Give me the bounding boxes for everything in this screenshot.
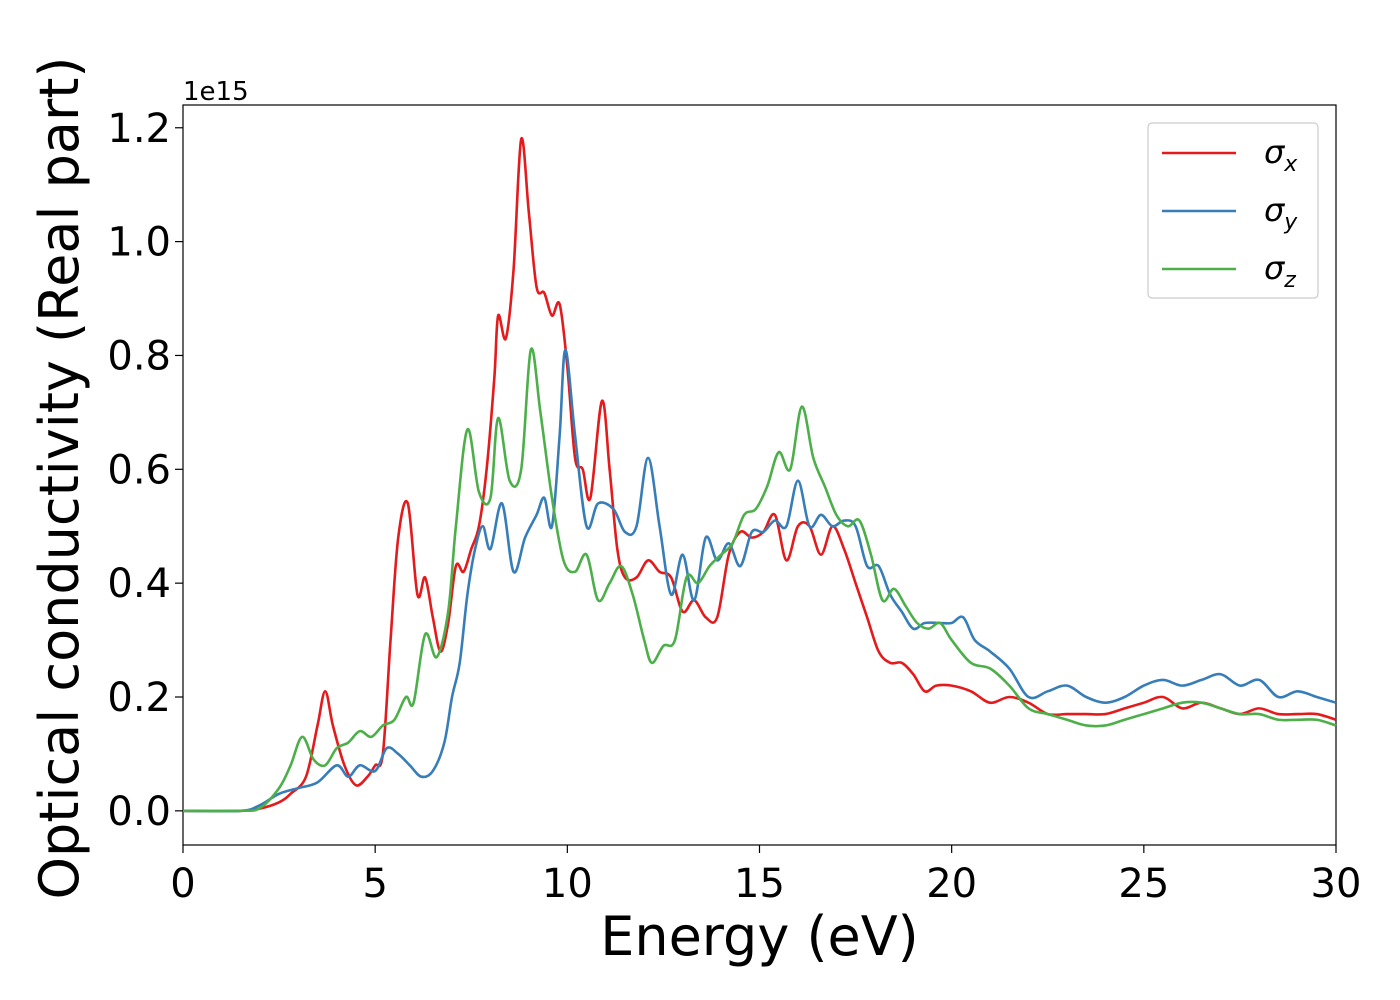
y-tick-label: 0.6 (107, 447, 171, 493)
x-tick-label: 30 (1311, 861, 1362, 907)
x-tick-label: 5 (362, 861, 387, 907)
x-tick-label: 25 (1118, 861, 1169, 907)
y-axis-title: Optical conductivity (Real part) (28, 57, 91, 900)
y-axis: 0.0 0.2 0.4 0.6 0.8 1.0 1.2 (107, 106, 183, 835)
y-offset-label: 1e15 (183, 77, 249, 107)
y-tick-label: 1.2 (107, 106, 171, 152)
y-tick-label: 1.0 (107, 220, 171, 266)
y-tick-label: 0.0 (107, 789, 171, 835)
x-axis: 0 5 10 15 20 25 30 (170, 845, 1361, 907)
x-axis-title: Energy (eV) (600, 905, 919, 968)
y-tick-label: 0.8 (107, 333, 171, 379)
legend-label-y: σy (1264, 191, 1298, 235)
series-group (182, 136, 1337, 813)
y-tick-label: 0.4 (107, 561, 171, 607)
series-line-z (182, 347, 1337, 813)
legend-label-x: σx (1264, 133, 1298, 177)
x-tick-label: 15 (734, 861, 785, 907)
x-tick-label: 20 (926, 861, 977, 907)
x-tick-label: 10 (542, 861, 593, 907)
series-line-y (182, 348, 1337, 813)
legend-label-z: σz (1264, 249, 1296, 293)
plot-frame (182, 104, 1337, 846)
legend: σx σy σz (1147, 122, 1319, 299)
x-tick-label: 0 (170, 861, 195, 907)
series-line-x (182, 136, 1337, 813)
y-tick-label: 0.2 (107, 675, 171, 721)
plot-area (182, 104, 1337, 846)
